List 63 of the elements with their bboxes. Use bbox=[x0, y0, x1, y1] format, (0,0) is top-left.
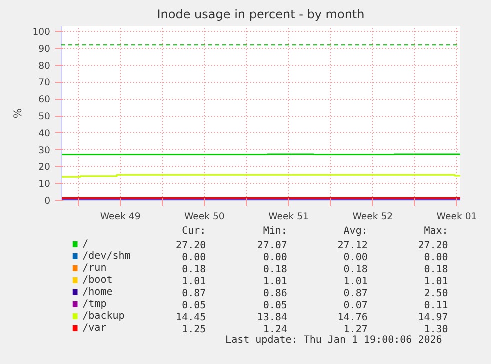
legend-label: /var bbox=[82, 323, 107, 334]
text: 13.84 bbox=[257, 312, 288, 324]
legend-label: /home bbox=[82, 287, 113, 298]
text: 0.05 bbox=[182, 300, 206, 312]
text: 1.24 bbox=[263, 324, 288, 336]
text: 2.50 bbox=[424, 288, 448, 300]
text: 0.00 bbox=[344, 252, 368, 264]
legend-label: /backup bbox=[82, 311, 125, 322]
legend-label: /tmp bbox=[82, 299, 107, 310]
legend-label: /boot bbox=[82, 275, 113, 286]
text: Max: bbox=[424, 226, 448, 237]
x-tick-label: Week 51 bbox=[268, 212, 310, 222]
y-tick-label: 60 bbox=[38, 94, 51, 106]
text: 0.18 bbox=[424, 264, 448, 276]
legend-label: / bbox=[82, 239, 89, 250]
y-axis-title: % bbox=[12, 108, 25, 119]
x-tick-label: Week 50 bbox=[184, 212, 225, 222]
text: 0.05 bbox=[263, 300, 288, 312]
text: 1.27 bbox=[344, 324, 368, 336]
text: 1.01 bbox=[344, 276, 368, 288]
text: 14.45 bbox=[176, 312, 206, 324]
text: 0.18 bbox=[344, 264, 368, 276]
y-tick-label: 10 bbox=[38, 179, 51, 190]
text: 1.01 bbox=[182, 276, 206, 288]
y-tick-label: 70 bbox=[38, 78, 51, 89]
y-tick-label: 50 bbox=[38, 112, 51, 123]
text: 1.01 bbox=[263, 276, 288, 288]
text: 27.12 bbox=[338, 240, 368, 252]
text: 0.18 bbox=[263, 264, 288, 276]
y-tick-label: 30 bbox=[38, 145, 51, 156]
text: 14.97 bbox=[418, 312, 448, 324]
text: 0.00 bbox=[424, 252, 448, 264]
text: 27.20 bbox=[418, 240, 448, 252]
text: 0.07 bbox=[344, 300, 368, 312]
text: 0.11 bbox=[424, 300, 448, 312]
text: 0.00 bbox=[263, 252, 288, 264]
x-tick-label: Week 52 bbox=[352, 212, 394, 222]
text: 27.20 bbox=[176, 240, 206, 252]
y-tick-label: 20 bbox=[38, 162, 51, 174]
y-tick-label: 90 bbox=[38, 44, 51, 55]
text: 0.86 bbox=[263, 288, 288, 300]
text: 0.00 bbox=[182, 252, 206, 264]
text: 0.87 bbox=[344, 288, 368, 300]
text: 1.30 bbox=[424, 324, 448, 336]
text: 0.18 bbox=[182, 264, 206, 276]
text: 14.76 bbox=[338, 312, 368, 324]
text: 0.87 bbox=[182, 288, 206, 300]
text: Cur: bbox=[182, 226, 206, 237]
y-tick-label: 40 bbox=[38, 128, 51, 140]
legend-label: /run bbox=[82, 263, 107, 274]
text: 1.01 bbox=[424, 276, 448, 288]
x-tick-label: Week 49 bbox=[100, 212, 141, 222]
legend-label: /dev/shm bbox=[82, 251, 131, 262]
chart-title: Inode usage in percent - by month bbox=[157, 8, 365, 22]
y-tick-label: 100 bbox=[32, 27, 51, 38]
y-tick-label: 80 bbox=[38, 60, 51, 72]
text: Last update: Thu Jan 1 19:00:06 2026 bbox=[226, 335, 442, 346]
y-tick-label: 0 bbox=[44, 196, 51, 207]
text: 27.07 bbox=[257, 240, 288, 252]
text: Min: bbox=[263, 226, 288, 237]
text: Avg: bbox=[344, 226, 368, 237]
x-tick-label: Week 01 bbox=[436, 212, 478, 222]
text: 1.25 bbox=[182, 324, 206, 336]
